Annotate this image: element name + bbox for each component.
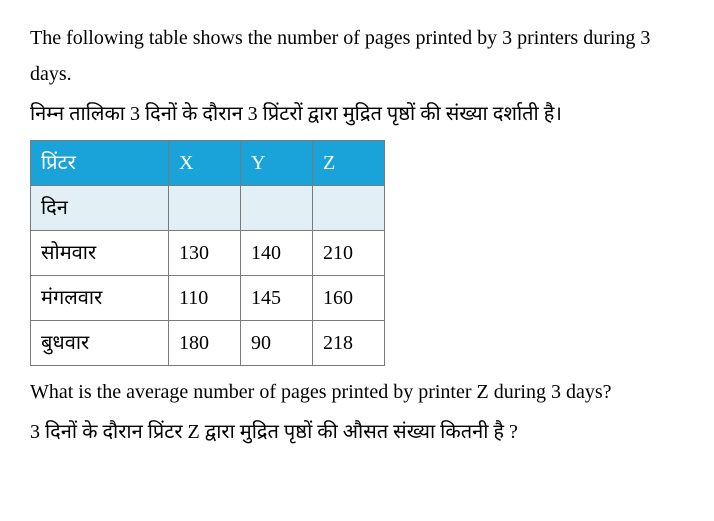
table-header-row: प्रिंटर X Y Z (31, 141, 385, 186)
header-x: X (169, 141, 241, 186)
subheader-c1 (169, 186, 241, 231)
subheader-day: दिन (31, 186, 169, 231)
table-row: बुधवार 180 90 218 (31, 321, 385, 366)
cell-x: 130 (169, 231, 241, 276)
cell-y: 90 (241, 321, 313, 366)
header-printer: प्रिंटर (31, 141, 169, 186)
table-subheader-row: दिन (31, 186, 385, 231)
cell-x: 110 (169, 276, 241, 321)
cell-day: मंगलवार (31, 276, 169, 321)
question-english: What is the average number of pages prin… (30, 374, 684, 410)
cell-z: 218 (313, 321, 385, 366)
question-hindi: 3 दिनों के दौरान प्रिंटर Z द्वारा मुद्रि… (30, 414, 684, 450)
cell-z: 210 (313, 231, 385, 276)
header-z: Z (313, 141, 385, 186)
intro-hindi: निम्न तालिका 3 दिनों के दौरान 3 प्रिंटरो… (30, 96, 684, 132)
cell-x: 180 (169, 321, 241, 366)
subheader-c2 (241, 186, 313, 231)
data-table: प्रिंटर X Y Z दिन सोमवार 130 140 210 मंग… (30, 140, 385, 366)
cell-day: बुधवार (31, 321, 169, 366)
table-row: मंगलवार 110 145 160 (31, 276, 385, 321)
cell-y: 145 (241, 276, 313, 321)
cell-z: 160 (313, 276, 385, 321)
table-row: सोमवार 130 140 210 (31, 231, 385, 276)
cell-day: सोमवार (31, 231, 169, 276)
header-y: Y (241, 141, 313, 186)
subheader-c3 (313, 186, 385, 231)
cell-y: 140 (241, 231, 313, 276)
intro-english: The following table shows the number of … (30, 20, 684, 92)
